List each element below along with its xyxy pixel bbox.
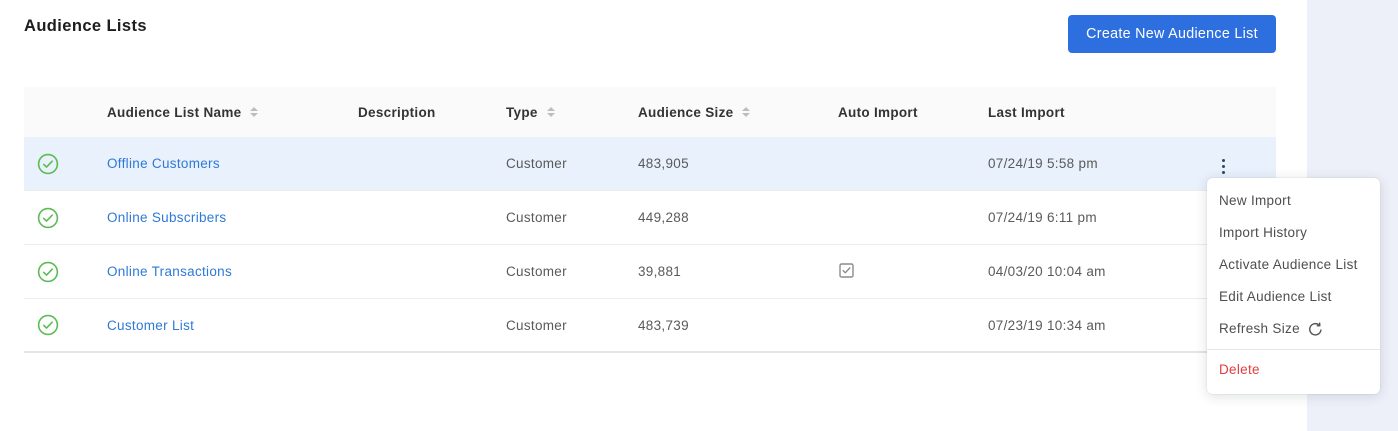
type-cell: Customer <box>506 264 567 279</box>
refresh-icon <box>1308 321 1322 336</box>
audience-list-link[interactable]: Customer List <box>107 317 195 333</box>
type-cell: Customer <box>506 317 567 333</box>
table-row: Customer List Customer 483,739 07/23/19 … <box>24 299 1276 353</box>
last-import-cell: 07/23/19 10:34 am <box>988 317 1106 333</box>
status-cell <box>24 261 107 283</box>
table-row: Online Transactions Customer 39,881 04/0… <box>24 245 1276 299</box>
table-row: Online Subscribers Customer 449,288 07/2… <box>24 191 1276 245</box>
sort-icon <box>546 107 555 118</box>
last-import-cell: 07/24/19 5:58 pm <box>988 156 1098 171</box>
column-header-audience-size[interactable]: Audience Size <box>638 104 838 120</box>
auto-import-cell <box>838 262 988 281</box>
menu-item-edit-audience-list[interactable]: Edit Audience List <box>1219 289 1332 304</box>
status-cell <box>24 207 107 229</box>
status-cell <box>24 314 107 336</box>
menu-item-delete[interactable]: Delete <box>1219 362 1260 377</box>
menu-item-activate-audience-list[interactable]: Activate Audience List <box>1219 257 1358 272</box>
menu-item-refresh-size[interactable]: Refresh Size <box>1207 313 1380 345</box>
audience-size-cell: 39,881 <box>638 264 682 279</box>
status-ok-icon <box>37 153 59 174</box>
column-header-label: Audience Size <box>638 104 734 120</box>
column-header-label: Description <box>358 104 436 120</box>
auto-import-checkbox[interactable] <box>839 262 854 281</box>
menu-item-new-import[interactable]: New Import <box>1219 193 1292 208</box>
column-header-label: Auto Import <box>838 104 918 120</box>
table-row: Offline Customers Customer 483,905 07/24… <box>24 137 1276 191</box>
sort-icon <box>250 107 259 118</box>
audience-size-cell: 449,288 <box>638 210 689 225</box>
row-actions-menu-button[interactable] <box>1214 155 1233 178</box>
last-import-cell: 04/03/20 10:04 am <box>988 264 1106 279</box>
audience-list-link[interactable]: Online Subscribers <box>107 210 227 225</box>
row-context-menu: New Import Import History Activate Audie… <box>1207 178 1380 394</box>
column-header-name[interactable]: Audience List Name <box>107 104 358 120</box>
status-ok-icon <box>37 314 59 336</box>
column-header-label: Audience List Name <box>107 104 242 120</box>
column-header-description: Description <box>358 104 506 120</box>
column-header-label: Type <box>506 104 538 120</box>
table-header-row: Audience List Name Description Type Audi… <box>24 87 1276 137</box>
type-cell: Customer <box>506 210 567 225</box>
column-header-type[interactable]: Type <box>506 104 638 120</box>
type-cell: Customer <box>506 156 567 171</box>
column-header-auto-import: Auto Import <box>838 104 988 120</box>
audience-list-link[interactable]: Online Transactions <box>107 264 233 279</box>
menu-item-import-history[interactable]: Import History <box>1219 225 1308 240</box>
audience-list-link[interactable]: Offline Customers <box>107 156 220 171</box>
column-header-label: Last Import <box>988 104 1065 120</box>
audience-size-cell: 483,905 <box>638 156 689 171</box>
column-header-last-import: Last Import <box>988 104 1208 120</box>
last-import-cell: 07/24/19 6:11 pm <box>988 210 1097 225</box>
menu-item-label: Refresh Size <box>1219 321 1300 336</box>
create-audience-list-button[interactable]: Create New Audience List <box>1068 15 1276 53</box>
audience-size-cell: 483,739 <box>638 317 689 333</box>
sort-icon <box>742 107 751 118</box>
status-ok-icon <box>37 261 59 282</box>
menu-divider <box>1207 349 1380 350</box>
audience-lists-table: Audience List Name Description Type Audi… <box>24 87 1276 353</box>
status-cell <box>24 153 107 175</box>
status-ok-icon <box>37 207 59 228</box>
page-title: Audience Lists <box>24 17 147 35</box>
